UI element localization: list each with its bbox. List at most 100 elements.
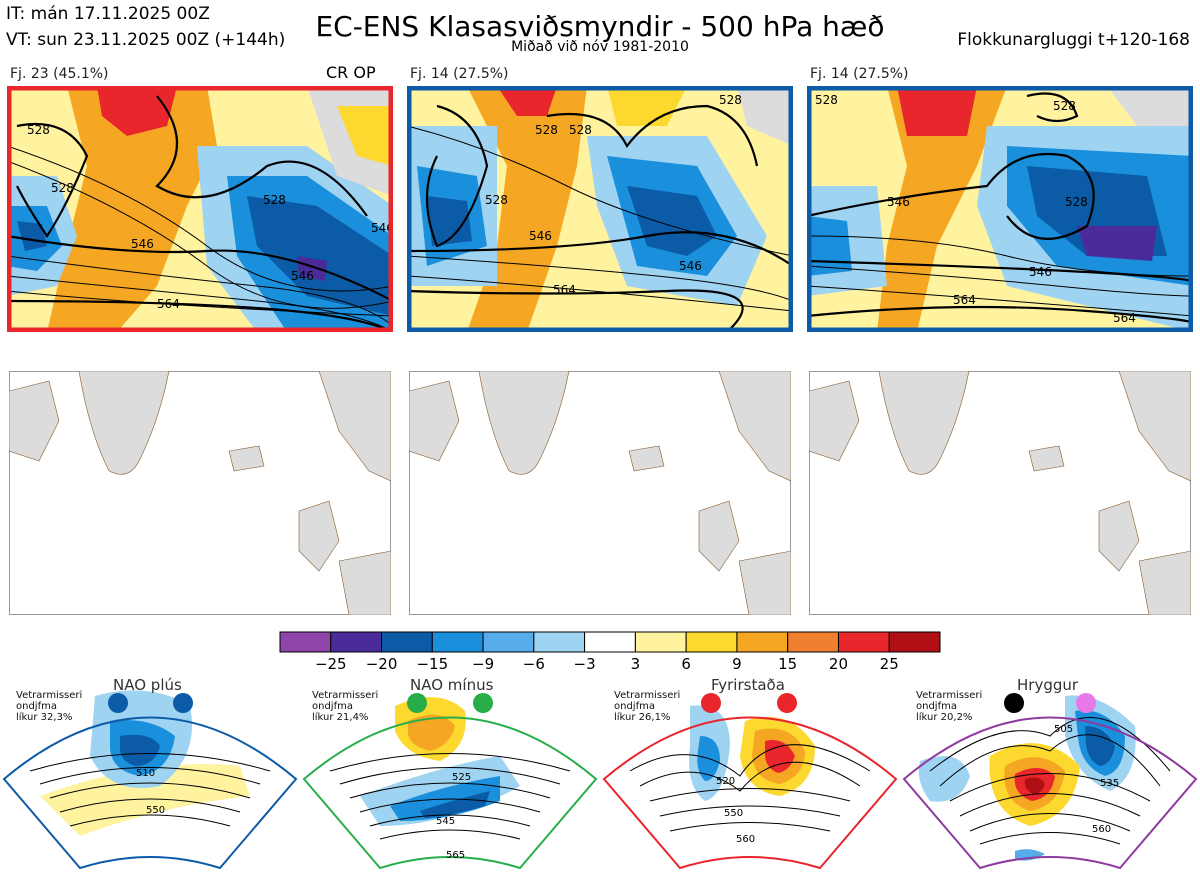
colorbar-swatch	[584, 631, 636, 653]
cluster-1-map: 528 528 546 546 564 546 528	[7, 86, 393, 332]
regime-blocking-contour-label: 560	[736, 834, 755, 845]
regime-nao-plus-dot-left	[108, 693, 128, 713]
regime-ridge-season: Vetrarmisseri	[916, 690, 983, 701]
regime-blocking-contour-label: 520	[716, 776, 735, 787]
regime-ridge-months: ondjfma	[916, 701, 957, 712]
regime-nao-plus-contour-label: 550	[146, 805, 165, 816]
cluster-3-contour-label: 546	[887, 195, 910, 209]
regime-nao-plus: 510 550 NAO plús Vetrarmisseri ondjfma l…	[0, 676, 300, 875]
colorbar-swatch	[330, 631, 383, 653]
regime-blocking-season: Vetrarmisseri	[614, 690, 681, 701]
cluster-2-contour-label: 528	[719, 93, 742, 107]
regime-blocking-prob: líkur 26,1%	[614, 712, 671, 723]
cluster-3-contour-label: 564	[953, 293, 976, 307]
regime-ridge-contour-label: 535	[1100, 778, 1119, 789]
regime-nao-minus-contour-label: 525	[452, 772, 471, 783]
regime-nao-minus: 525 545 565 NAO mínus Vetrarmisseri ondj…	[300, 676, 600, 875]
regime-nao-plus-contour-label: 510	[136, 768, 155, 779]
cluster-3-contour-label: 546	[1029, 265, 1052, 279]
regime-ridge-prob: líkur 20,2%	[916, 712, 973, 723]
regime-blocking-title: Fyrirstaða	[711, 676, 785, 694]
colorbar-svg: −25 −20 −15 −9 −6 −3 3 6 9 15 20 25	[279, 631, 941, 673]
cluster-1-label: Fj. 23 (45.1%)	[10, 66, 109, 82]
cluster-3-contour-label: 528	[815, 93, 838, 107]
cluster-1-contour-label: 546	[291, 269, 314, 283]
cluster-1-contour-label: 528	[27, 123, 50, 137]
regime-nao-minus-contour-label: 565	[446, 850, 465, 861]
cluster-2-contour-label: 528	[485, 193, 508, 207]
colorbar-swatch	[279, 631, 332, 653]
regime-nao-plus-title: NAO plús	[113, 676, 182, 694]
colorbar-tick-label: −9	[472, 655, 494, 673]
colorbar-tick-label: −25	[315, 655, 347, 673]
init-time: IT: mán 17.11.2025 00Z	[6, 4, 210, 24]
regime-nao-plus-months: ondjfma	[16, 701, 57, 712]
cluster-2-contour-label: 528	[569, 123, 592, 137]
colorbar-swatch	[634, 631, 687, 653]
regime-ridge-dot-left	[1004, 693, 1024, 713]
cluster-1-border	[7, 86, 393, 332]
colorbar-tick-label: 25	[880, 655, 899, 673]
regime-nao-plus-prob: líkur 32,3%	[16, 712, 73, 723]
colorbar-tick-label: 6	[681, 655, 691, 673]
colorbar-swatch	[533, 631, 586, 653]
cluster-2-label: Fj. 14 (27.5%)	[410, 66, 509, 82]
regime-nao-minus-dot-left	[407, 693, 427, 713]
valid-time: VT: sun 23.11.2025 00Z (+144h)	[6, 30, 286, 50]
regime-ridge-contour-label: 505	[1054, 724, 1073, 735]
cluster-2-map: 528 528 528 546 546 564 528	[407, 86, 793, 332]
colorbar-swatch	[787, 631, 839, 653]
regime-blocking: 520 550 560 Fyrirstaða Vetrarmisseri ond…	[600, 676, 900, 875]
colorbar: −25 −20 −15 −9 −6 −3 3 6 9 15 20 25	[278, 631, 958, 677]
cluster-3-contour-label: 528	[1053, 99, 1076, 113]
empty-map-3	[809, 371, 1191, 615]
regime-nao-minus-season: Vetrarmisseri	[312, 690, 379, 701]
regime-blocking-outline	[602, 716, 898, 870]
regime-ridge-title: Hryggur	[1017, 676, 1079, 694]
regime-blocking-contour-label: 550	[724, 808, 743, 819]
cluster-3-border	[807, 86, 1193, 332]
colorbar-swatch	[837, 631, 890, 653]
cluster-1-contour-label: 564	[157, 297, 180, 311]
colorbar-tick-label: 9	[732, 655, 742, 673]
colorbar-tick-label: 20	[829, 655, 848, 673]
cluster-1-contour-label: 528	[51, 181, 74, 195]
regime-nao-minus-months: ondjfma	[312, 701, 353, 712]
colorbar-tick-label: 3	[631, 655, 641, 673]
regime-ridge: 505 535 560 Hryggur Vetrarmisseri ondjfm…	[900, 676, 1200, 875]
regime-nao-minus-outline	[302, 716, 598, 870]
regime-nao-plus-season: Vetrarmisseri	[16, 690, 83, 701]
regime-nao-minus-prob: líkur 21,4%	[312, 712, 369, 723]
cluster-3-contour-label: 528	[1065, 195, 1088, 209]
colorbar-swatch	[431, 631, 484, 653]
cluster-3-label: Fj. 14 (27.5%)	[810, 66, 909, 82]
colorbar-swatch	[888, 631, 941, 653]
cluster-1-contour-label: 546	[371, 221, 393, 235]
colorbar-swatch	[685, 631, 738, 653]
regime-nao-plus-dot-right	[173, 693, 193, 713]
colorbar-swatch	[482, 631, 535, 653]
colorbar-swatch	[736, 631, 789, 653]
cluster-2-contour-label: 546	[679, 259, 702, 273]
regime-nao-minus-contour-label: 545	[436, 816, 455, 827]
regime-nao-minus-title: NAO mínus	[410, 676, 494, 694]
regime-ridge-dot-right	[1076, 693, 1096, 713]
regime-ridge-contour-label: 560	[1092, 824, 1111, 835]
regime-blocking-months: ondjfma	[614, 701, 655, 712]
cluster-3-map: 528 546 528 546 564 564 528	[807, 86, 1193, 332]
empty-map-1	[9, 371, 391, 615]
colorbar-tick-label: 15	[778, 655, 797, 673]
cluster-2-border	[407, 86, 793, 332]
cluster-1-op-label: CR OP	[326, 63, 376, 82]
cluster-2-contour-label: 546	[529, 229, 552, 243]
cluster-2-contour-label: 528	[535, 123, 558, 137]
cluster-1-contour-label: 528	[263, 193, 286, 207]
classification-window: Flokkunargluggi t+120-168	[957, 30, 1190, 50]
cluster-2-contour-label: 564	[553, 283, 576, 297]
page-title: EC-ENS Klasasviðsmyndir - 500 hPa hæð	[315, 10, 885, 43]
regime-nao-minus-dot-right	[473, 693, 493, 713]
regime-nao-plus-outline	[2, 716, 298, 870]
regime-ridge-outline	[902, 716, 1198, 870]
regime-blocking-dot-right	[777, 693, 797, 713]
colorbar-tick-label: −20	[366, 655, 398, 673]
